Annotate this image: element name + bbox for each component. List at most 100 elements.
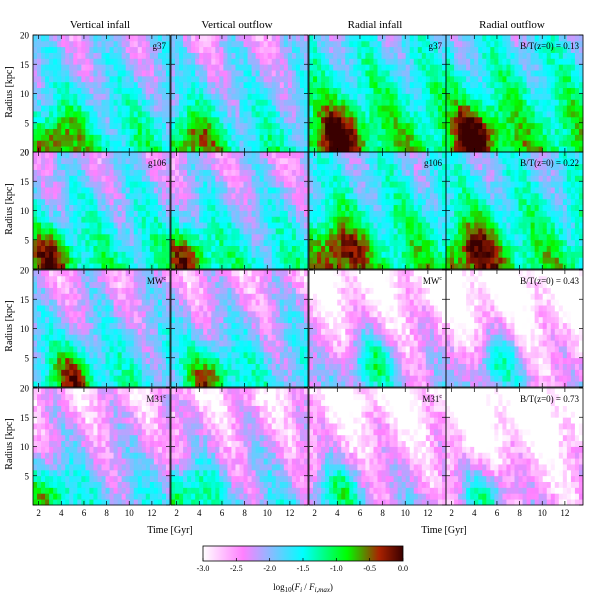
heatmap-cell [187, 52, 192, 59]
heatmap-cell [345, 169, 350, 176]
heatmap-cell [69, 163, 74, 170]
heatmap-cell [562, 75, 568, 83]
heatmap-cell [199, 81, 204, 89]
heatmap-cell [235, 251, 240, 258]
heatmap-cell [45, 187, 50, 194]
heatmap-cell [161, 175, 167, 182]
heatmap-cell [77, 175, 82, 182]
heatmap-cell [49, 140, 54, 147]
heatmap-cell [219, 204, 224, 211]
heatmap-cell [295, 128, 301, 135]
heatmap-cell [251, 46, 257, 53]
heatmap-cell [502, 122, 507, 129]
heatmap-cell [263, 93, 269, 100]
heatmap-cell [429, 134, 435, 141]
heatmap-cell [313, 257, 318, 264]
heatmap-cell [235, 228, 240, 235]
heatmap-cell [121, 116, 127, 124]
heatmap-cell [470, 157, 475, 165]
heatmap-cell [369, 111, 374, 118]
heatmap-cell [425, 163, 431, 170]
heatmap-cell [195, 263, 200, 270]
heatmap-cell [283, 210, 289, 217]
heatmap-cell [117, 198, 123, 206]
heatmap-cell [101, 93, 106, 100]
heatmap-cell [566, 70, 572, 77]
heatmap-cell [175, 169, 180, 176]
heatmap-cell [389, 140, 395, 147]
heatmap-cell [247, 46, 252, 53]
heatmap-cell [77, 134, 82, 141]
heatmap-panel-g37-1 [33, 35, 171, 153]
heatmap-cell [373, 239, 378, 246]
heatmap-cell [263, 99, 269, 106]
heatmap-cell [255, 157, 261, 165]
heatmap-cell [337, 146, 342, 153]
heatmap-cell [466, 46, 471, 53]
heatmap-cell [215, 157, 220, 165]
heatmap-cell [373, 93, 378, 100]
heatmap-cell [141, 81, 147, 89]
heatmap-cell [502, 81, 507, 89]
heatmap-cell [283, 152, 289, 159]
heatmap-cell [389, 75, 395, 83]
heatmap-cell [381, 122, 386, 129]
heatmap-cell [145, 152, 151, 159]
heatmap-cell [554, 122, 560, 129]
heatmap-cell [207, 198, 212, 206]
heatmap-cell [85, 93, 90, 100]
heatmap-cell [377, 263, 382, 270]
heatmap-cell [113, 111, 119, 118]
heatmap-cell [65, 128, 70, 135]
heatmap-cell [101, 245, 106, 252]
heatmap-cell [337, 122, 342, 129]
heatmap-cell [251, 187, 257, 194]
heatmap-cell [393, 198, 399, 206]
heatmap-cell [275, 245, 281, 252]
heatmap-cell [77, 81, 82, 89]
heatmap-cell [161, 52, 167, 59]
heatmap-cell [514, 128, 519, 135]
heatmap-cell [235, 263, 240, 270]
heatmap-cell [373, 116, 378, 124]
heatmap-cell [33, 46, 38, 53]
heatmap-cell [562, 81, 568, 89]
heatmap-cell [369, 169, 374, 176]
heatmap-cell [574, 52, 580, 59]
heatmap-cell [105, 198, 110, 206]
heatmap-cell [93, 233, 98, 241]
heatmap-cell [486, 204, 491, 211]
heatmap-cell [349, 64, 354, 71]
heatmap-cell [562, 111, 568, 118]
heatmap-cell [93, 198, 98, 206]
heatmap-cell [530, 40, 536, 48]
heatmap-cell [183, 245, 188, 252]
heatmap-cell [267, 216, 273, 223]
heatmap-cell [247, 169, 252, 176]
heatmap-cell [219, 192, 224, 200]
heatmap-cell [251, 122, 257, 129]
heatmap-cell [89, 233, 94, 241]
heatmap-cell [279, 263, 285, 270]
heatmap-cell [381, 169, 386, 176]
heatmap-cell [385, 58, 390, 65]
heatmap-cell [73, 128, 78, 135]
heatmap-cell [263, 140, 269, 147]
heatmap-cell [157, 239, 163, 246]
heatmap-cell [437, 163, 443, 170]
heatmap-cell [401, 233, 407, 241]
heatmap-cell [121, 169, 127, 176]
heatmap-cell [389, 216, 395, 223]
heatmap-cell [377, 46, 382, 53]
heatmap-cell [425, 181, 431, 188]
heatmap-cell [271, 187, 277, 194]
heatmap-cell [291, 93, 297, 100]
heatmap-cell [446, 152, 451, 159]
heatmap-cell [191, 116, 196, 124]
heatmap-cell [321, 263, 326, 270]
heatmap-cell [397, 75, 403, 83]
heatmap-cell [65, 222, 70, 229]
heatmap-cell [45, 163, 50, 170]
heatmap-cell [441, 251, 447, 258]
heatmap-cell [211, 263, 216, 270]
